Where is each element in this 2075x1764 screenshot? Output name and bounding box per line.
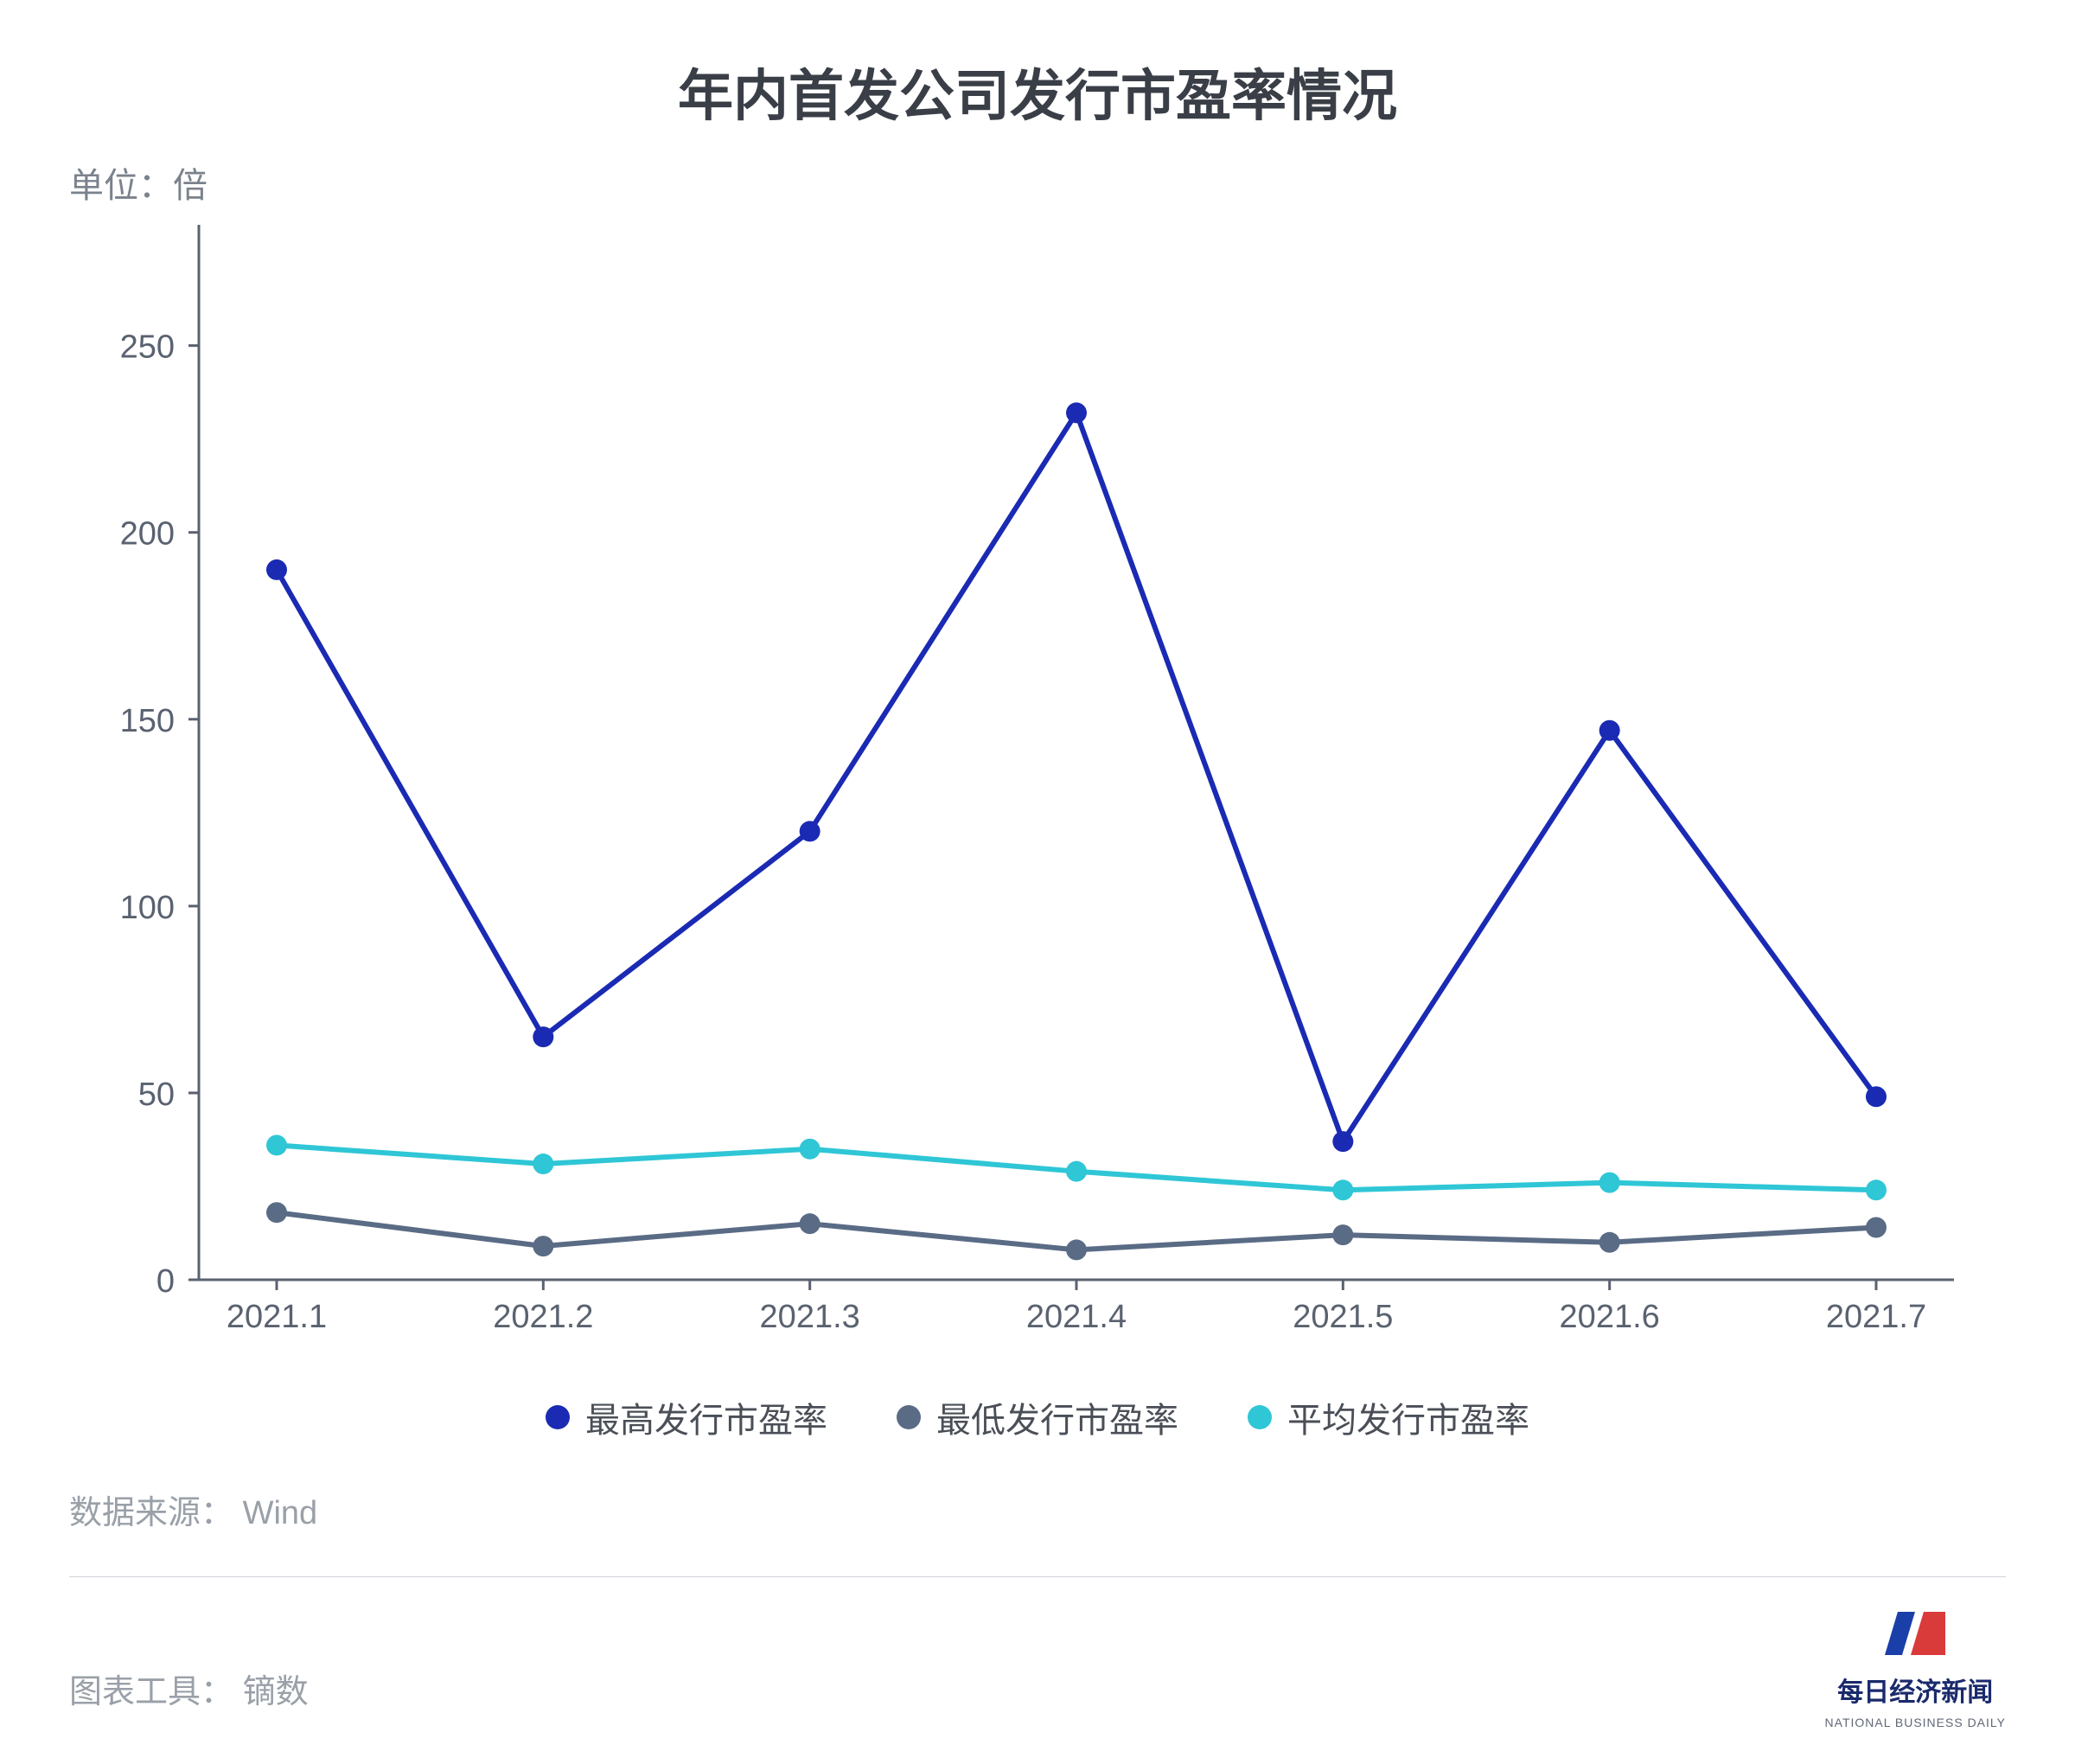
tool-meta: 图表工具： 镝数 — [69, 1665, 309, 1712]
svg-text:50: 50 — [138, 1077, 175, 1113]
svg-text:2021.2: 2021.2 — [493, 1299, 593, 1335]
legend-item: 最低发行市盈率 — [897, 1392, 1178, 1442]
tool-label: 图表工具： — [69, 1674, 233, 1710]
svg-text:0: 0 — [156, 1263, 175, 1300]
legend-item: 最高发行市盈率 — [546, 1392, 827, 1442]
svg-text:150: 150 — [120, 703, 175, 739]
tool-value: 镝数 — [243, 1674, 309, 1710]
svg-text:2021.1: 2021.1 — [227, 1299, 327, 1335]
data-source: 数据来源： Wind — [69, 1486, 2006, 1533]
svg-text:200: 200 — [120, 516, 175, 553]
legend-label: 最高发行市盈率 — [585, 1392, 827, 1442]
chart-area: 0 50 100 150 200 250 2021.1 2021.2 2021.3 2021.4 2… — [69, 216, 2006, 1358]
data-source-value: Wind — [243, 1495, 318, 1531]
legend-label: 平均发行市盈率 — [1287, 1392, 1529, 1442]
svg-text:2021.6: 2021.6 — [1560, 1299, 1660, 1335]
footer: 图表工具： 镝数 每日经济新闻 NATIONAL BUSINESS DAILY — [69, 1603, 2006, 1729]
publisher-logo: 每日经济新闻 NATIONAL BUSINESS DAILY — [1825, 1603, 2006, 1729]
legend-label: 最低发行市盈率 — [936, 1392, 1178, 1442]
line-chart-svg: 0 50 100 150 200 250 2021.1 2021.2 2021.3 2021.4 2… — [69, 216, 2006, 1358]
svg-text:2021.3: 2021.3 — [760, 1299, 860, 1335]
legend-dot-icon — [1248, 1405, 1272, 1429]
logo-title: 每日经济新闻 — [1837, 1671, 1993, 1709]
chart-title: 年内首发公司发行市盈率情况 — [69, 52, 2006, 131]
svg-text:2021.7: 2021.7 — [1826, 1299, 1926, 1335]
data-source-label: 数据来源： — [69, 1495, 233, 1531]
svg-text:250: 250 — [120, 329, 175, 366]
legend-dot-icon — [897, 1405, 921, 1429]
logo-subtitle: NATIONAL BUSINESS DAILY — [1825, 1716, 2006, 1729]
svg-text:100: 100 — [120, 890, 175, 926]
legend: 最高发行市盈率 最低发行市盈率 平均发行市盈率 — [69, 1392, 2006, 1442]
logo-mark-icon — [1876, 1603, 1954, 1664]
svg-text:2021.5: 2021.5 — [1293, 1299, 1393, 1335]
legend-dot-icon — [546, 1405, 570, 1429]
unit-label: 单位：倍 — [69, 157, 2006, 208]
divider — [69, 1576, 2006, 1577]
legend-item: 平均发行市盈率 — [1248, 1392, 1529, 1442]
svg-text:2021.4: 2021.4 — [1026, 1299, 1127, 1335]
